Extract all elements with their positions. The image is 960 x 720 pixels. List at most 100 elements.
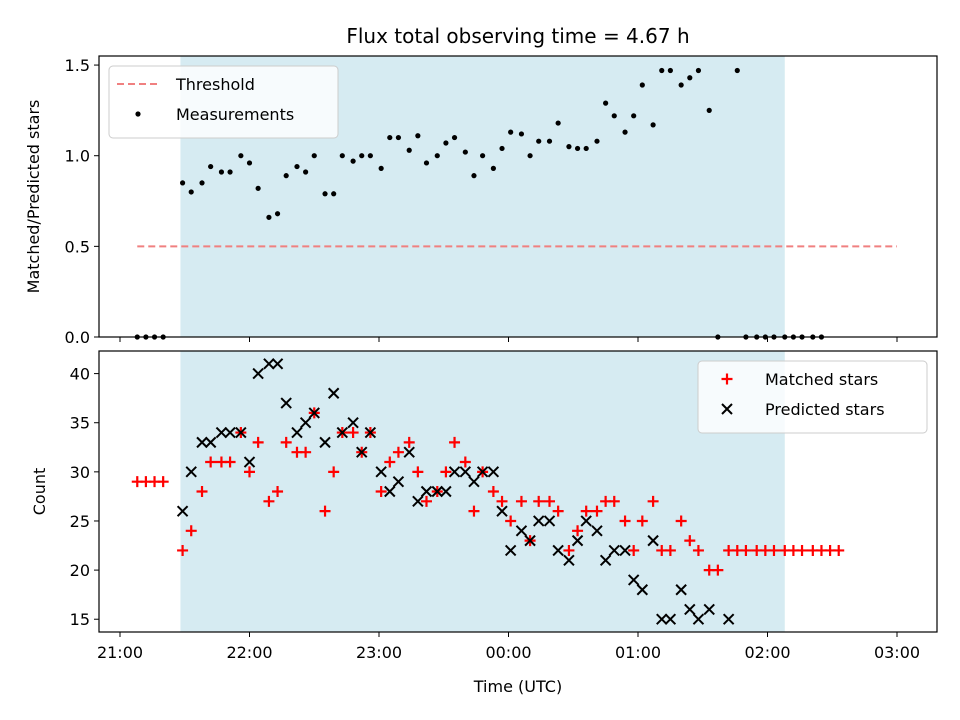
data-point (527, 153, 533, 159)
data-point (196, 436, 208, 449)
data-point (308, 407, 320, 419)
data-point (591, 525, 603, 537)
data-point (619, 515, 631, 527)
data-point (543, 515, 556, 527)
data-point (515, 495, 527, 507)
data-point (392, 475, 405, 488)
data-point (695, 67, 702, 74)
y-axis-label: Matched/Predicted stars (24, 100, 43, 294)
data-point (440, 485, 452, 498)
data-point (574, 145, 581, 152)
data-point (336, 426, 349, 439)
y-axis-label: Count (30, 468, 49, 516)
data-point (235, 426, 247, 439)
data-point (263, 495, 275, 507)
legend-label: Threshold (175, 75, 255, 94)
data-point (499, 145, 505, 152)
data-point (367, 153, 373, 159)
data-point (627, 574, 640, 586)
data-point (339, 153, 345, 159)
data-point (280, 436, 292, 448)
data-point (566, 144, 572, 150)
x-tick-label: 21:00 (97, 643, 143, 662)
data-point (508, 129, 514, 135)
data-point (552, 544, 564, 557)
data-point (272, 486, 284, 497)
data-point (412, 495, 424, 508)
legend-marker (721, 403, 733, 415)
data-point (572, 525, 584, 537)
series-matched-stars (131, 407, 845, 576)
data-point (533, 495, 545, 507)
series-predicted-stars (176, 358, 735, 625)
data-point (208, 163, 214, 170)
data-point (434, 153, 440, 159)
data-point (692, 613, 705, 625)
data-point (480, 153, 486, 159)
data-point (675, 584, 687, 596)
data-point (185, 525, 197, 537)
data-point (420, 495, 432, 507)
legend-label: Predicted stars (765, 400, 885, 419)
legend-label: Matched stars (765, 370, 878, 389)
data-point (687, 75, 693, 81)
data-point (243, 456, 256, 468)
legend: Matched stars Predicted stars (697, 360, 928, 434)
y-tick-label: 40 (70, 365, 90, 384)
data-point (692, 544, 704, 556)
y-tick-label: 15 (70, 610, 90, 629)
data-point (291, 426, 303, 439)
x-axis-label: Time (UTC) (473, 677, 562, 696)
legend-label: Measurements (176, 105, 294, 124)
star-count-panel: 15 20 25 30 35 40 21:00 22:00 23:00 00:00 01:00 02:… (30, 350, 938, 696)
data-point (244, 466, 255, 478)
y-tick-label: 1.0 (65, 147, 90, 166)
data-point (703, 603, 715, 616)
legend-marker (721, 373, 733, 385)
y-tick-label: 25 (70, 512, 90, 531)
data-point (188, 189, 194, 195)
data-point (583, 145, 589, 152)
data-point (347, 417, 359, 429)
data-point (283, 173, 289, 179)
data-point (487, 486, 499, 497)
data-point (459, 466, 472, 478)
data-point (712, 564, 724, 576)
x-tick-label: 01:00 (615, 643, 661, 662)
data-point (252, 367, 264, 380)
legend-marker (135, 111, 141, 117)
data-point (431, 485, 443, 498)
data-point (722, 613, 735, 625)
data-point (533, 515, 545, 527)
data-point (327, 387, 340, 399)
data-point (603, 100, 609, 106)
chart-title: Flux total observing time = 4.67 h (346, 24, 689, 48)
data-point (664, 613, 677, 625)
data-point (157, 476, 169, 488)
data-point (224, 426, 236, 439)
data-point (580, 515, 592, 527)
legend-box (697, 360, 928, 434)
data-point (364, 426, 377, 439)
x-tick-label: 22:00 (226, 643, 272, 662)
data-point (238, 153, 244, 159)
data-point (678, 82, 684, 88)
data-point (518, 131, 525, 137)
x-tick-label: 23:00 (356, 643, 402, 662)
data-point (328, 466, 340, 478)
data-point (496, 495, 508, 507)
y-tick-label: 0.5 (65, 237, 90, 256)
data-point (415, 133, 421, 139)
data-point (406, 147, 412, 153)
data-point (622, 129, 628, 135)
data-point (271, 358, 284, 370)
data-point (280, 397, 292, 409)
data-point (412, 466, 424, 478)
data-point (448, 466, 461, 478)
data-point (384, 456, 396, 468)
data-point (356, 446, 368, 458)
data-point (196, 486, 208, 497)
legend-box (108, 65, 339, 139)
data-point (403, 436, 415, 448)
